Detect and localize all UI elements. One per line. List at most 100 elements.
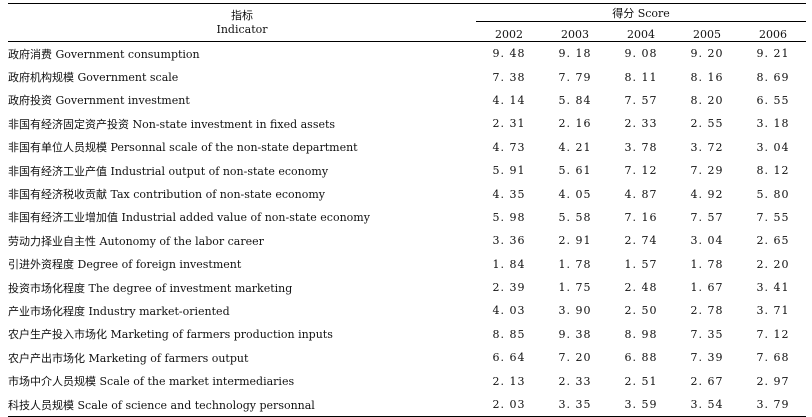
table-row: 投资市场化程度 The degree of investment marketi… xyxy=(8,276,806,299)
score-cell: 1. 67 xyxy=(690,281,724,295)
score-cell: 5. 91 xyxy=(492,164,526,178)
score-table: 指标 Indicator 得分 Score 2002 2003 2004 200… xyxy=(8,3,806,417)
score-cell: 3. 18 xyxy=(756,117,790,131)
year-header: 2006 xyxy=(759,28,787,41)
score-cell: 7. 16 xyxy=(624,210,658,224)
score-cell: 4. 21 xyxy=(558,140,592,154)
score-cell: 2. 97 xyxy=(756,374,790,388)
year-header: 2004 xyxy=(627,28,655,41)
score-cell: 9. 48 xyxy=(492,47,526,61)
year-header: 2003 xyxy=(561,28,589,41)
score-cell: 9. 18 xyxy=(558,47,592,61)
table-row: 政府消费 Government consumption 9. 48 9. 18 9. … xyxy=(8,42,806,66)
score-cell: 3. 54 xyxy=(690,398,724,412)
indicator-cell: 投资市场化程度 The degree of investment marketi… xyxy=(8,281,293,295)
score-cell: 5. 80 xyxy=(756,187,790,201)
score-cell: 2. 67 xyxy=(690,374,724,388)
score-cell: 2. 31 xyxy=(492,117,526,131)
score-cell: 4. 03 xyxy=(492,304,526,318)
table-row: 农户生产投入市场化 Marketing of farmers productio… xyxy=(8,323,806,346)
table-row: 农户产出市场化 Marketing of farmers output 6. 64… xyxy=(8,346,806,369)
score-cell: 3. 04 xyxy=(690,234,724,248)
score-cell: 7. 12 xyxy=(624,164,658,178)
score-header: 得分 Score xyxy=(476,3,806,22)
score-cell: 9. 08 xyxy=(624,47,658,61)
indicator-cell: 政府投资 Government investment xyxy=(8,94,190,108)
table-body: 政府消费 Government consumption 9. 48 9. 18 9. … xyxy=(8,42,806,417)
score-cell: 8. 69 xyxy=(756,70,790,84)
year-header: 2005 xyxy=(693,28,721,41)
score-cell: 1. 84 xyxy=(492,257,526,271)
indicator-header-en: Indicator xyxy=(216,22,268,36)
indicator-cell: 非国有单位人员规模 Personnal scale of the non-sta… xyxy=(8,141,358,155)
score-cell: 8. 12 xyxy=(756,164,790,178)
indicator-cell: 劳动力择业自主性 Autonomy of the labor career xyxy=(8,234,264,248)
score-cell: 1. 57 xyxy=(624,257,658,271)
score-cell: 7. 20 xyxy=(558,351,592,365)
table-row: 政府机构规模 Government scale 7. 38 7. 79 8. 11 8.… xyxy=(8,65,806,88)
table-row: 科技人员规模 Scale of science and technology p… xyxy=(8,393,806,417)
table-row: 非国有经济固定资产投资 Non-state investment in fixe… xyxy=(8,112,806,135)
score-cell: 7. 55 xyxy=(756,210,790,224)
score-cell: 6. 64 xyxy=(492,351,526,365)
indicator-header-cn: 指标 xyxy=(231,8,253,22)
score-cell: 3. 59 xyxy=(624,398,658,412)
score-cell: 2. 03 xyxy=(492,398,526,412)
score-cell: 3. 35 xyxy=(558,398,592,412)
score-cell: 4. 35 xyxy=(492,187,526,201)
table-row: 引进外资程度 Degree of foreign investment 1. 84… xyxy=(8,253,806,276)
table-row: 产业市场化程度 Industry market-oriented 4. 03 3. … xyxy=(8,299,806,322)
table-row: 非国有经济税收贡献 Tax contribution of non-state … xyxy=(8,182,806,205)
indicator-cell: 非国有经济税收贡献 Tax contribution of non-state … xyxy=(8,188,325,202)
score-cell: 3. 78 xyxy=(624,140,658,154)
indicator-cell: 非国有经济固定资产投资 Non-state investment in fixe… xyxy=(8,117,336,131)
score-cell: 2. 74 xyxy=(624,234,658,248)
score-cell: 7. 79 xyxy=(558,70,592,84)
table-row: 非国有单位人员规模 Personnal scale of the non-sta… xyxy=(8,136,806,159)
score-cell: 3. 90 xyxy=(558,304,592,318)
score-cell: 4. 14 xyxy=(492,93,526,107)
score-cell: 8. 98 xyxy=(624,327,658,341)
indicator-cell: 产业市场化程度 Industry market-oriented xyxy=(8,304,230,318)
score-cell: 6. 88 xyxy=(624,351,658,365)
score-cell: 1. 75 xyxy=(558,281,592,295)
score-cell: 6. 55 xyxy=(756,93,790,107)
score-cell: 7. 39 xyxy=(690,351,724,365)
score-cell: 9. 20 xyxy=(690,47,724,61)
table-row: 政府投资 Government investment 4. 14 5. 84 7. 5… xyxy=(8,89,806,112)
score-cell: 4. 92 xyxy=(690,187,724,201)
indicator-header: 指标 Indicator xyxy=(8,4,476,42)
score-cell: 7. 68 xyxy=(756,351,790,365)
score-cell: 9. 21 xyxy=(756,47,790,61)
score-cell: 7. 57 xyxy=(624,93,658,107)
score-cell: 2. 50 xyxy=(624,304,658,318)
score-cell: 4. 87 xyxy=(624,187,658,201)
score-cell: 2. 33 xyxy=(624,117,658,131)
score-cell: 5. 58 xyxy=(558,210,592,224)
score-cell: 5. 61 xyxy=(558,164,592,178)
score-cell: 3. 36 xyxy=(492,234,526,248)
indicator-cell: 农户生产投入市场化 Marketing of farmers productio… xyxy=(8,328,333,342)
score-cell: 7. 57 xyxy=(690,210,724,224)
score-cell: 7. 29 xyxy=(690,164,724,178)
score-cell: 2. 13 xyxy=(492,374,526,388)
table-row: 劳动力择业自主性 Autonomy of the labor career 3. … xyxy=(8,229,806,252)
score-cell: 3. 41 xyxy=(756,281,790,295)
table-row: 非国有经济工业增加值 Industrial added value of non… xyxy=(8,206,806,229)
score-cell: 3. 04 xyxy=(756,140,790,154)
table-row: 非国有经济工业产值 Industrial output of non-state… xyxy=(8,159,806,182)
score-cell: 2. 16 xyxy=(558,117,592,131)
table-row: 市场中介人员规模 Scale of the market intermediar… xyxy=(8,369,806,392)
year-header: 2002 xyxy=(495,28,523,41)
score-cell: 3. 72 xyxy=(690,140,724,154)
indicator-cell: 政府消费 Government consumption xyxy=(8,47,200,61)
score-cell: 1. 78 xyxy=(558,257,592,271)
score-cell: 9. 38 xyxy=(558,327,592,341)
score-cell: 7. 12 xyxy=(756,327,790,341)
indicator-cell: 引进外资程度 Degree of foreign investment xyxy=(8,258,242,272)
score-cell: 3. 79 xyxy=(756,398,790,412)
score-cell: 8. 16 xyxy=(690,70,724,84)
score-cell: 2. 48 xyxy=(624,281,658,295)
score-cell: 4. 05 xyxy=(558,187,592,201)
score-cell: 8. 11 xyxy=(624,70,658,84)
